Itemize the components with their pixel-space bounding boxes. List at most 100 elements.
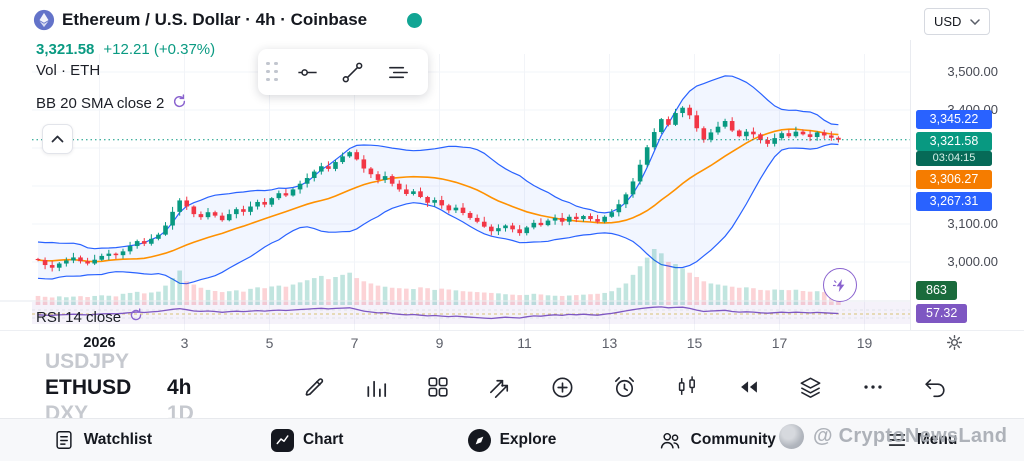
rsi-legend-label: RSI 14 close xyxy=(36,308,122,326)
price-axis-label: 3,500.00 xyxy=(947,64,998,79)
chevron-up-icon xyxy=(51,135,64,143)
trend-line-icon xyxy=(343,62,363,82)
chevron-down-icon xyxy=(970,18,980,25)
parallel-lines-icon xyxy=(388,66,408,78)
parallel-lines-tool-button[interactable] xyxy=(377,53,420,91)
compare-arrows-icon xyxy=(489,379,508,398)
chart-toolbar xyxy=(297,364,952,410)
sync-icon xyxy=(128,307,144,327)
alarm-clock-icon xyxy=(614,376,634,397)
lightning-icon xyxy=(832,278,844,292)
bb-legend-label: BB 20 SMA close 2 xyxy=(36,95,165,112)
time-axis-label: 5 xyxy=(265,335,274,351)
volume-legend[interactable]: Vol · ETH xyxy=(36,62,100,79)
bb-upper-price-badge: 3,345.22 xyxy=(916,110,992,129)
plus-circle-icon xyxy=(552,377,573,397)
layouts-button[interactable] xyxy=(421,370,455,404)
watermark-logo-icon xyxy=(779,424,804,449)
drawing-toolbar xyxy=(258,49,428,95)
ethereum-logo xyxy=(33,9,55,31)
horizontal-line-tool-button[interactable] xyxy=(286,53,329,91)
time-axis-label: 7 xyxy=(350,335,359,351)
price-change-row: 3,321.58 +12.21 (+0.37%) xyxy=(36,41,215,58)
price-axis-label: 3,100.00 xyxy=(947,216,998,231)
bottom-navigation: Watchlist Chart Explore Community Menu xyxy=(0,418,1024,461)
compare-button[interactable] xyxy=(483,370,517,404)
add-button[interactable] xyxy=(545,370,579,404)
candlesticks-icon xyxy=(678,376,695,395)
pencil-icon xyxy=(305,377,323,396)
nav-label: Explore xyxy=(499,431,557,448)
watermark-text: @ CryptoNewsLand xyxy=(813,425,1008,447)
nav-chart[interactable]: Chart xyxy=(205,428,410,452)
horizontal-line-icon xyxy=(298,68,317,76)
nav-explore[interactable]: Explore xyxy=(410,428,615,452)
grid-icon xyxy=(428,377,448,397)
collapse-legend-button[interactable] xyxy=(42,124,73,154)
drag-handle-icon[interactable] xyxy=(266,61,279,83)
last-price-text: 3,321.58 xyxy=(36,41,95,58)
rsi-legend[interactable]: RSI 14 close xyxy=(36,307,144,327)
bb-lower-price-badge: 3,267.31 xyxy=(916,192,992,211)
volume-value-badge: 863 xyxy=(916,281,957,300)
symbol-picker-row[interactable]: USDJPY xyxy=(45,350,167,374)
layers-icon xyxy=(800,377,821,398)
currency-selector[interactable]: USD xyxy=(924,8,990,35)
draw-tool-button[interactable] xyxy=(297,370,331,404)
time-scale[interactable]: 2026 3 5 7 9 11 13 15 17 19 xyxy=(0,330,1024,353)
nav-label: Community xyxy=(690,431,776,448)
nav-watchlist[interactable]: Watchlist xyxy=(0,429,205,451)
symbol-title[interactable]: Ethereum / U.S. Dollar · 4h · Coinbase xyxy=(62,10,368,29)
price-chart-canvas[interactable] xyxy=(0,40,915,332)
chart-type-button[interactable] xyxy=(670,370,704,404)
indicators-button[interactable] xyxy=(359,370,393,404)
nav-label: Menu xyxy=(916,431,958,448)
undo-arrow-icon xyxy=(925,379,945,398)
volume-legend-label: Vol · ETH xyxy=(36,62,101,79)
community-people-icon xyxy=(660,432,680,449)
bar-chart-icon xyxy=(367,380,386,397)
last-price-badge: 3,321.58 xyxy=(916,132,992,151)
nav-menu[interactable]: Menu xyxy=(819,429,1024,451)
rewind-icon xyxy=(740,381,757,393)
menu-hamburger-icon xyxy=(888,434,906,446)
time-axis-label: 9 xyxy=(435,335,444,351)
bar-replay-button[interactable] xyxy=(732,370,766,404)
bb-basis-price-badge: 3,306.27 xyxy=(916,170,992,189)
bar-countdown-badge: 03:04:15 xyxy=(916,151,992,166)
nav-label: Chart xyxy=(302,431,344,448)
picker-timeframe: 4h xyxy=(167,376,192,399)
symbol-picker-row-active[interactable]: ETHUSD 4h xyxy=(45,376,192,400)
nav-community[interactable]: Community xyxy=(614,429,819,451)
picker-symbol: USDJPY xyxy=(45,350,130,373)
bottom-sheet: USDJPY ETHUSD 4h DXY 1D xyxy=(0,350,1024,425)
watermark: @ CryptoNewsLand xyxy=(779,424,1007,449)
time-axis-label: 11 xyxy=(517,335,532,351)
chart-icon xyxy=(270,428,294,452)
time-axis-label: 17 xyxy=(771,335,788,351)
time-axis-label: 2026 xyxy=(83,335,116,351)
currency-selector-value: USD xyxy=(934,14,962,29)
alert-button[interactable] xyxy=(607,370,641,404)
price-change-text: +12.21 (+0.37%) xyxy=(103,41,216,58)
time-axis-label: 13 xyxy=(601,335,618,351)
more-button[interactable] xyxy=(856,370,890,404)
time-axis-label: 15 xyxy=(686,335,703,351)
ellipsis-icon xyxy=(864,385,882,389)
price-scale[interactable]: 3,500.00 3,400.00 3,100.00 3,000.00 3,34… xyxy=(910,40,1024,332)
price-axis-label: 3,000.00 xyxy=(947,254,998,269)
axis-settings-gear-icon[interactable] xyxy=(946,334,963,356)
bb-legend[interactable]: BB 20 SMA close 2 xyxy=(36,93,188,114)
picker-symbol: ETHUSD xyxy=(45,376,132,399)
rsi-value-badge: 57.32 xyxy=(916,304,968,323)
quick-action-button[interactable] xyxy=(823,268,857,302)
trend-line-tool-button[interactable] xyxy=(331,53,374,91)
nav-label: Watchlist xyxy=(83,431,153,448)
sync-icon xyxy=(171,93,188,114)
time-axis-label: 19 xyxy=(856,335,873,351)
market-status-dot xyxy=(407,13,422,28)
watchlist-icon xyxy=(56,431,72,449)
objects-button[interactable] xyxy=(794,370,828,404)
undo-button[interactable] xyxy=(918,370,952,404)
